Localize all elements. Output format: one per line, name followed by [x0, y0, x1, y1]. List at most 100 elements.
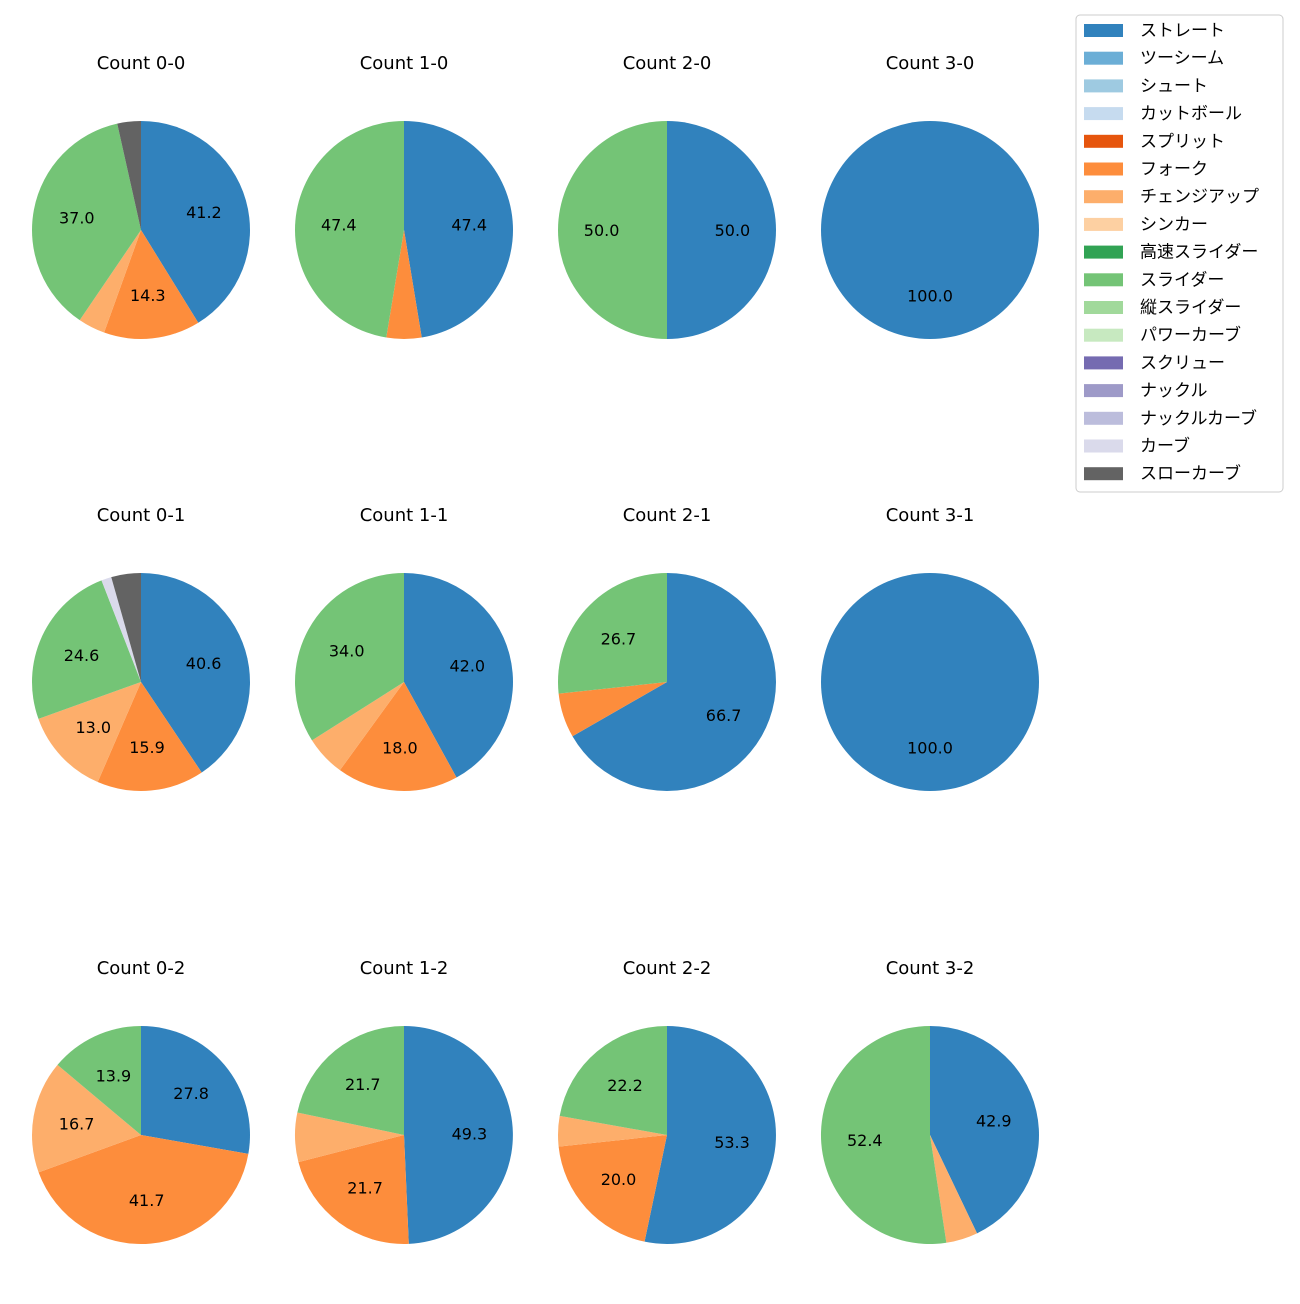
- legend-label: 高速スライダー: [1140, 243, 1258, 263]
- legend-swatch: [1084, 217, 1123, 231]
- legend-label: スライダー: [1140, 270, 1224, 290]
- legend-item: ナックルカーブ: [1084, 408, 1257, 429]
- legend-swatch: [1084, 79, 1123, 93]
- pie-data-label: 50.0: [715, 221, 751, 240]
- pie-slice-チェンジアップ: [311, 682, 404, 771]
- pie-title: Count 0-0: [97, 53, 186, 74]
- pie-slice-スライダー: [32, 123, 142, 321]
- legend-label: ナックル: [1140, 381, 1208, 401]
- legend-label: チェンジアップ: [1140, 187, 1259, 207]
- legend-swatch: [1084, 190, 1123, 204]
- pie-slice-ストレート: [141, 1026, 250, 1154]
- pie-data-label: 49.3: [452, 1125, 488, 1144]
- pie-slice-ストレート: [404, 573, 514, 778]
- legend-item: ストレート: [1084, 21, 1225, 41]
- pie-slice-チェンジアップ: [930, 1135, 978, 1243]
- legend-swatch: [1084, 439, 1123, 453]
- pie-slice-ストレート: [141, 121, 250, 323]
- legend-label: 縦スライダー: [1140, 298, 1241, 318]
- pie-slice-ストレート: [572, 573, 777, 791]
- pie-slice-フォーク: [558, 1135, 667, 1242]
- legend-swatch: [1084, 356, 1123, 370]
- pie-count-2-2: Count 2-2 53.3 20.0 22.2: [557, 958, 776, 1244]
- legend-item: ツーシーム: [1084, 49, 1224, 69]
- pie-data-label: 66.7: [706, 706, 742, 725]
- pie-data-label: 13.0: [75, 718, 111, 737]
- pie-count-3-0: Count 3-0 100.0: [821, 53, 1039, 339]
- pie-count-1-2: Count 1-2 49.3 21.7 21.7: [294, 958, 513, 1244]
- pie-count-2-1: Count 2-1 66.7 26.7: [557, 505, 777, 791]
- pie-slice-ストレート: [141, 573, 250, 773]
- pie-title: Count 2-1: [623, 505, 712, 526]
- legend-item: フォーク: [1084, 160, 1208, 180]
- legend-item: チェンジアップ: [1084, 187, 1259, 207]
- pie-data-label: 13.9: [96, 1067, 132, 1086]
- pie-title: Count 2-2: [623, 958, 712, 979]
- pie-data-label: 100.0: [907, 286, 953, 305]
- pie-slice-ストレート: [930, 1026, 1039, 1234]
- pie-title: Count 3-1: [886, 505, 975, 526]
- legend-swatch: [1084, 134, 1123, 148]
- pie-slice-チェンジアップ: [557, 1115, 667, 1147]
- pie-data-label: 47.4: [451, 216, 487, 235]
- pie-slice-チェンジアップ: [79, 230, 141, 333]
- pie-slice-ストレート: [404, 1026, 513, 1244]
- legend-item: スクリュー: [1084, 353, 1225, 373]
- legend-item: カットボール: [1084, 104, 1242, 124]
- legend-item: 縦スライダー: [1084, 298, 1241, 318]
- pie-slice-フォーク: [104, 230, 199, 340]
- pie-slice-フォーク: [298, 1135, 409, 1244]
- legend-label: シュート: [1140, 76, 1208, 96]
- pie-data-label: 53.3: [714, 1133, 750, 1152]
- pie-count-2-0: Count 2-0 50.0 50.0: [558, 53, 776, 339]
- legend-label: ツーシーム: [1140, 49, 1224, 69]
- pie-slice-カーブ: [101, 577, 141, 682]
- legend-item: スローカーブ: [1084, 463, 1241, 484]
- pie-slice-フォーク: [558, 682, 667, 737]
- legend-item: パワーカーブ: [1084, 325, 1241, 346]
- pie-slice-ストレート: [404, 121, 514, 338]
- pie-data-label: 21.7: [345, 1075, 381, 1094]
- pie-slice-フォーク: [97, 682, 202, 792]
- pie-title: Count 1-2: [360, 958, 449, 979]
- pie-slice-スライダー: [559, 1026, 667, 1135]
- pie-slice-スローカーブ: [117, 121, 141, 230]
- pie-data-label: 50.0: [584, 221, 620, 240]
- pie-slice-スライダー: [294, 572, 404, 741]
- legend-item: ナックル: [1084, 381, 1208, 401]
- pie-data-label: 42.9: [976, 1112, 1012, 1131]
- pie-data-label: 15.9: [129, 738, 165, 757]
- legend-label: フォーク: [1140, 160, 1208, 180]
- pie-title: Count 1-1: [360, 505, 449, 526]
- pie-slice-ストレート: [821, 121, 1039, 339]
- legend-item: スプリット: [1084, 132, 1225, 152]
- pie-slice-ストレート: [667, 121, 776, 339]
- pie-slice-ストレート: [821, 573, 1039, 791]
- pie-data-label: 26.7: [601, 629, 637, 648]
- legend-label: スクリュー: [1140, 353, 1225, 373]
- pie-slice-チェンジアップ: [38, 682, 141, 783]
- pie-data-label: 22.2: [607, 1076, 643, 1095]
- legend-swatch: [1084, 467, 1123, 481]
- legend-label: スローカーブ: [1140, 463, 1241, 484]
- pie-slice-フォーク: [386, 230, 422, 340]
- pie-slice-スライダー: [558, 121, 667, 339]
- pie-data-label: 52.4: [847, 1131, 883, 1150]
- pie-slice-ストレート: [644, 1026, 776, 1244]
- pie-data-label: 41.7: [129, 1191, 165, 1210]
- pie-slice-スライダー: [820, 1026, 947, 1244]
- pie-slice-スライダー: [294, 121, 404, 338]
- legend-item: 高速スライダー: [1084, 243, 1258, 263]
- legend-swatch: [1084, 107, 1123, 121]
- pie-data-label: 14.3: [130, 286, 166, 305]
- legend-swatch: [1084, 301, 1123, 314]
- pie-data-label: 100.0: [907, 738, 953, 757]
- legend-label: カーブ: [1140, 436, 1190, 457]
- pie-title: Count 2-0: [623, 53, 712, 74]
- pie-slice-スライダー: [557, 573, 667, 694]
- pie-data-label: 18.0: [382, 738, 418, 757]
- pie-data-label: 27.8: [173, 1084, 209, 1103]
- legend-label: スプリット: [1140, 132, 1225, 152]
